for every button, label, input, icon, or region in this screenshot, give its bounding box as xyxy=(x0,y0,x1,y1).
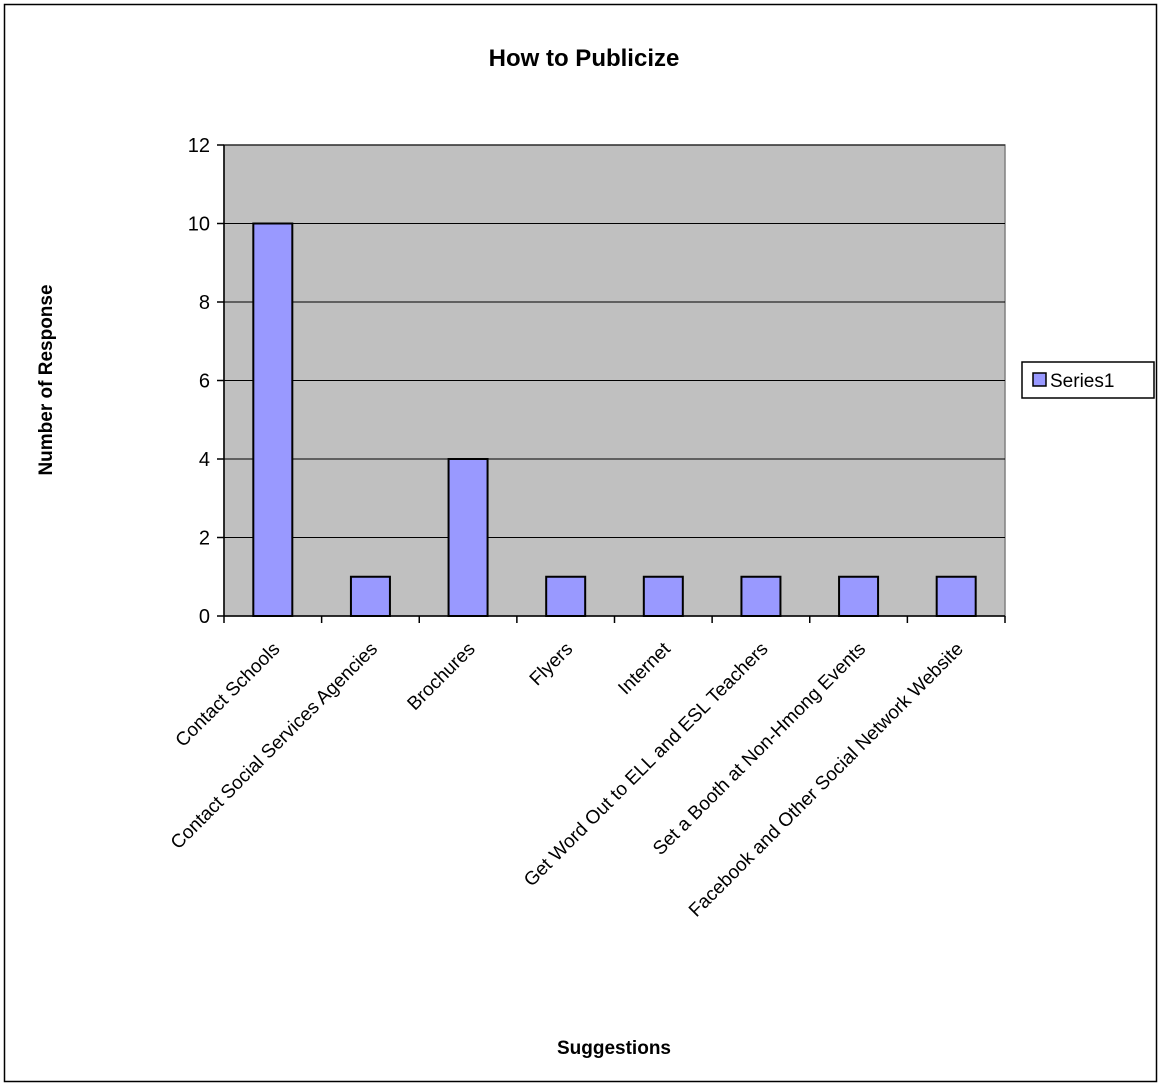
bar xyxy=(740,575,782,617)
bars xyxy=(252,222,977,617)
y-tick-label: 10 xyxy=(188,214,210,236)
bar xyxy=(545,575,587,617)
y-tick-label: 12 xyxy=(188,135,210,157)
y-tick-label: 4 xyxy=(199,449,210,471)
bar xyxy=(349,575,391,617)
chart-title: How to Publicize xyxy=(489,45,680,72)
legend: Series1 xyxy=(1021,361,1155,399)
y-tick-label: 8 xyxy=(199,292,210,314)
x-axis-title: Suggestions xyxy=(557,1038,671,1059)
legend-swatch xyxy=(1032,372,1047,387)
bar xyxy=(935,575,977,617)
bar xyxy=(838,575,880,617)
gridlines xyxy=(224,144,1005,538)
y-axis-title: Number of Response xyxy=(36,284,57,475)
y-tick-label: 2 xyxy=(199,528,210,550)
bar xyxy=(447,458,489,617)
y-tick-label: 0 xyxy=(199,606,210,628)
legend-label: Series1 xyxy=(1050,371,1114,392)
bar xyxy=(252,222,294,617)
bar xyxy=(642,575,684,617)
y-tick-label: 6 xyxy=(199,371,210,393)
y-tick-labels: 0 2 4 6 8 10 12 xyxy=(188,135,210,628)
axes xyxy=(217,144,1006,623)
